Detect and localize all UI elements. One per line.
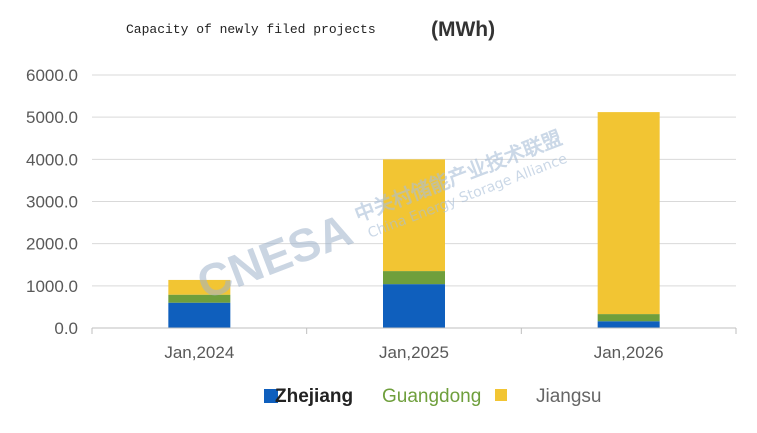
watermark-logo: CNESA [190, 203, 359, 309]
bar-guangdong-2 [597, 314, 660, 322]
legend-label-jiangsu: Jiangsu [536, 386, 602, 407]
bar-guangdong-1 [383, 271, 445, 285]
y-tick-label: 2000.0 [26, 235, 78, 254]
legend-swatch-jiangsu [495, 389, 507, 401]
bars [168, 112, 660, 328]
legend: Zhejiang Guangdong Jiangsu [264, 386, 602, 407]
y-axis-ticks: 0.0 1000.0 2000.0 3000.0 4000.0 5000.0 6000.0 [26, 66, 78, 338]
bar-jiangsu-2 [597, 112, 660, 315]
chart-title: Capacity of newly filed projects [126, 22, 376, 37]
y-tick-label: 5000.0 [26, 108, 78, 127]
bar-zhejiang-1 [383, 284, 445, 328]
watermark: CNESA 中关村储能产业技术联盟 China Energy Storage A… [190, 125, 570, 309]
bar-guangdong-0 [168, 294, 231, 303]
bar-jiangsu-1 [383, 159, 445, 272]
x-tick-label: Jan,2026 [594, 343, 664, 362]
chart-title-unit: (MWh) [431, 18, 495, 41]
y-tick-label: 3000.0 [26, 193, 78, 212]
legend-label-guangdong: Guangdong [382, 386, 481, 407]
x-axis-ticks: Jan,2024 Jan,2025 Jan,2026 [91, 328, 737, 362]
y-tick-label: 0.0 [54, 319, 78, 338]
y-tick-label: 6000.0 [26, 66, 78, 85]
x-tick-label: Jan,2024 [164, 343, 234, 362]
legend-swatch-zhejiang [264, 389, 278, 403]
bar-jiangsu-0 [168, 279, 231, 295]
x-tick-label: Jan,2025 [379, 343, 449, 362]
bar-zhejiang-2 [597, 321, 660, 328]
y-tick-label: 4000.0 [26, 150, 78, 169]
y-tick-label: 1000.0 [26, 277, 78, 296]
bar-zhejiang-0 [168, 302, 231, 328]
legend-label-zhejiang: Zhejiang [275, 386, 353, 407]
